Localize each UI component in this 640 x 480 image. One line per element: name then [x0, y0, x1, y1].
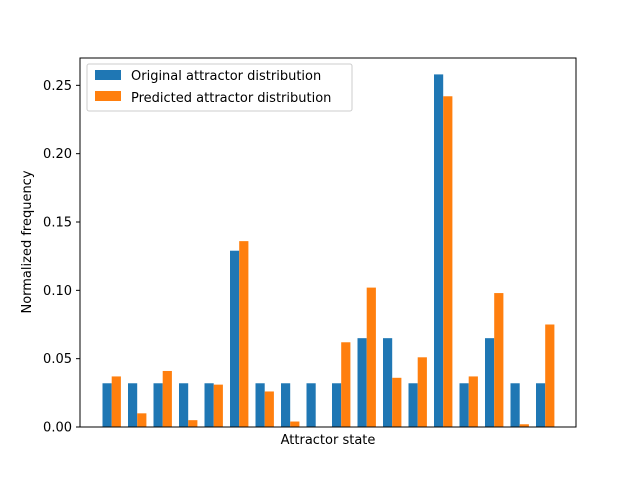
- bar-original-16: [485, 338, 495, 427]
- y-tick-label: 0.20: [43, 147, 72, 162]
- bar-predicted-15: [468, 376, 478, 427]
- bar-predicted-3: [162, 370, 172, 427]
- bar-original-6: [230, 250, 240, 427]
- legend-label-original: Original attractor distribution: [131, 69, 321, 84]
- bar-original-13: [408, 383, 418, 427]
- y-axis: 0.00 0.05 0.10 0.15 0.20 0.25: [43, 79, 80, 436]
- bar-predicted-4: [188, 420, 198, 427]
- bar-original-7: [255, 383, 265, 427]
- bar-original-14: [434, 74, 444, 428]
- bar-original-1: [102, 383, 112, 427]
- legend: Original attractor distribution Predicte…: [86, 63, 353, 112]
- bar-predicted-13: [417, 357, 427, 427]
- bar-original-15: [459, 383, 469, 427]
- legend-box: [86, 63, 353, 112]
- bar-predicted-1: [111, 376, 121, 427]
- bar-original-2: [128, 383, 138, 427]
- legend-swatch-original: [95, 70, 121, 80]
- bar-original-3: [153, 383, 163, 427]
- bar-predicted-10: [341, 342, 351, 427]
- bar-predicted-14: [443, 96, 453, 428]
- bar-predicted-5: [213, 384, 223, 427]
- y-axis-label: Normalized frequency: [20, 170, 35, 313]
- bar-predicted-2: [137, 413, 147, 427]
- y-tick-label: 0.00: [43, 421, 72, 436]
- y-tick-label: 0.10: [43, 284, 72, 299]
- bar-original-4: [179, 383, 189, 427]
- bar-predicted-16: [494, 293, 504, 427]
- bar-original-5: [204, 383, 214, 427]
- bar-predicted-17: [519, 424, 529, 427]
- y-tick-label: 0.25: [43, 79, 72, 94]
- bar-predicted-11: [366, 287, 376, 427]
- bar-original-12: [383, 338, 393, 427]
- y-tick-label: 0.15: [43, 216, 72, 231]
- bars-group: [102, 74, 555, 428]
- bar-original-18: [536, 383, 546, 427]
- bar-original-10: [332, 383, 342, 427]
- bar-original-11: [357, 338, 367, 427]
- legend-label-predicted: Predicted attractor distribution: [131, 91, 331, 106]
- bar-predicted-6: [239, 241, 249, 427]
- bar-predicted-8: [290, 421, 300, 427]
- bar-original-8: [281, 383, 291, 427]
- x-axis-label: Attractor state: [281, 433, 376, 448]
- bar-original-17: [510, 383, 520, 427]
- legend-swatch-predicted: [95, 91, 121, 101]
- y-tick-label: 0.05: [43, 352, 72, 367]
- bar-predicted-7: [264, 391, 274, 427]
- bar-predicted-12: [392, 377, 402, 427]
- bar-predicted-18: [545, 324, 555, 427]
- plot-frame: [79, 57, 577, 428]
- bar-original-9: [306, 383, 316, 427]
